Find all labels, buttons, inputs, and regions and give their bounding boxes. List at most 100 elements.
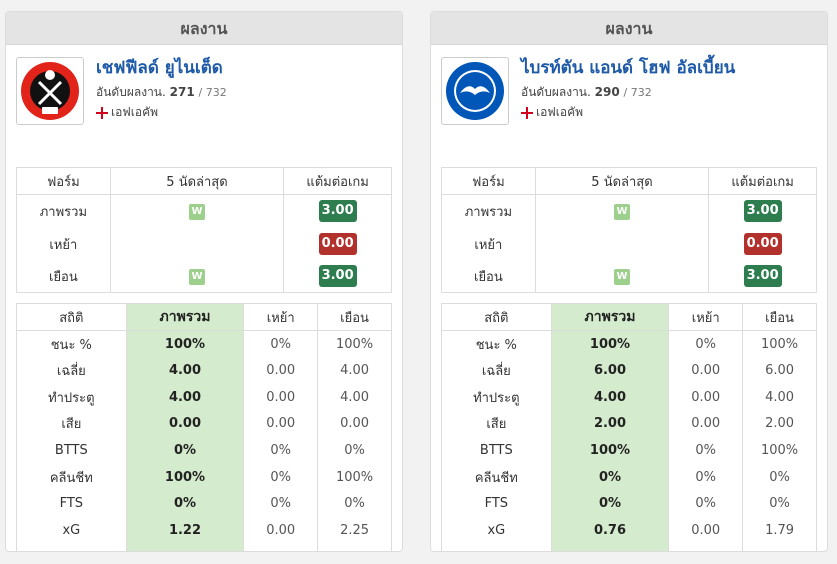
stat-away: 100% [760,336,799,352]
stat-away: 0.96 [318,544,392,551]
ppg-cell: 0.00 [709,228,817,261]
form-row-away: เยือน W 3.00 [441,260,817,293]
stat-away: 0% [344,496,365,512]
home-header: เหย้า [668,303,744,331]
form-table: ฟอร์ม 5 นัดล่าสุด แต้มต่อเกม ภาพรวม W 3.… [16,167,392,293]
stat-away: 6.00 [765,363,795,379]
stat-overall: 0% [126,437,245,464]
stat-away: 0% [769,469,790,485]
stat-away: 100% [335,336,374,352]
form-row-home: เหย้า 0.00 [16,227,392,261]
stats-row: คลีนชีท 0% 0% 0% [441,463,817,491]
league-name: เอฟเอคัพ [111,105,159,119]
stat-away: 100% [335,469,374,485]
stat-overall: 0.01 [551,544,670,551]
stats-row: ทำประตู 4.00 0.00 4.00 [441,383,817,411]
stats-row: xG 0.76 0.00 1.79 [441,517,817,544]
stat-overall: 0.00 [126,410,245,438]
rank-label: อันดับผลงาน. [96,85,166,99]
ppg-cell: 3.00 [709,195,817,228]
form-row-label: เหย้า [441,227,536,261]
stat-home: 0.00 [668,410,744,438]
ppg-badge: 3.00 [318,265,357,288]
stat-overall: 0.76 [551,517,670,544]
stat-home: 0.00 [668,383,744,411]
league-link[interactable]: เอฟเอคัพ [96,103,158,122]
form-row-label: ภาพรวม [441,194,536,228]
form-results: W [110,194,285,228]
stat-home: 0.00 [243,544,319,551]
england-flag-icon [521,106,533,119]
stat-home: 0% [243,490,319,518]
ppg-cell: 3.00 [709,261,817,293]
stat-label: ทำประตู [441,383,552,411]
ppg-header: แต้มต่อเกม [283,167,392,195]
stats-row: คลีนชีท 100% 0% 100% [16,463,392,491]
stat-away: 2.00 [765,416,795,432]
team-name-link[interactable]: ไบรท์ตัน แอนด์ โฮฟ อัลเบี้ยน [521,58,736,78]
stat-label: ชนะ % [441,330,552,358]
stat-overall: 0% [551,463,670,491]
team-name-link[interactable]: เชฟฟีลด์ ยูไนเต็ด [96,58,223,78]
form-results: W [535,260,710,293]
stat-label: เฉลี่ย [441,357,552,384]
overall-header: ภาพรวม [551,303,670,331]
stats-row: BTTS 100% 0% 100% [441,437,817,464]
card-header: ผลงาน [431,12,827,45]
stat-overall: 0.00 [126,544,245,551]
stat-home: 0% [243,463,319,491]
stat-label: BTTS [16,437,127,464]
stat-overall: 2.00 [551,410,670,438]
stat-label: คลีนชีท [16,463,127,491]
stat-away: 0% [344,443,365,459]
form-row-overall: ภาพรวม W 3.00 [16,194,392,228]
stats-row: xGA0.000.000.96 [16,544,392,551]
win-badge[interactable]: W [614,268,630,285]
card-header: ผลงาน [6,12,402,45]
ppg-header: แต้มต่อเกม [708,167,817,195]
stat-label: xG [441,517,552,544]
stat-home: 0% [668,463,744,491]
last-5-header: 5 นัดล่าสุด [110,167,285,195]
ppg-badge: 3.00 [743,265,782,288]
win-badge[interactable]: W [614,203,630,220]
stat-overall: 0% [551,490,670,518]
rank-value: 271 [169,85,195,99]
stat-away: 1.01 [743,544,817,551]
stat-overall: 4.00 [126,357,245,384]
stat-away: 100% [760,443,799,459]
ppg-cell: 3.00 [284,261,392,293]
league-link[interactable]: เอฟเอคัพ [521,103,583,122]
league-name: เอฟเอคัพ [536,105,584,119]
stat-away: 4.00 [765,389,795,405]
form-results [535,227,710,261]
stat-label: เสีย [16,410,127,438]
ppg-cell: 0.00 [284,228,392,261]
stats-row: xGA0.010.001.01 [441,544,817,551]
stat-label: คลีนชีท [441,463,552,491]
stats-row: FTS 0% 0% 0% [441,490,817,518]
brighton-crest-icon[interactable] [441,57,509,125]
stats-row: เฉลี่ย 4.00 0.00 4.00 [16,357,392,384]
stat-home: 0.00 [668,357,744,384]
performance-rank: อันดับผลงาน. 271 / 732 [96,83,227,102]
win-badge[interactable]: W [189,268,205,285]
stat-overall: 100% [551,437,670,464]
rank-total: / 732 [623,86,652,99]
stat-label: xGA [441,544,552,551]
win-badge[interactable]: W [189,203,205,220]
stat-home: 0.00 [243,517,319,544]
stats-table: สถิติ ภาพรวม เหย้า เยือน ชนะ % 100% 0% 100%… [441,303,817,551]
stat-label: xG [16,517,127,544]
form-results [110,227,285,261]
performance-rank: อันดับผลงาน. 290 / 732 [521,83,652,102]
stat-overall: 1.22 [126,517,245,544]
stats-row: เสีย 2.00 0.00 2.00 [441,410,817,438]
stat-home: 0.00 [243,357,319,384]
overall-header: ภาพรวม [126,303,245,331]
rank-total: / 732 [198,86,227,99]
ppg-badge: 0.00 [318,233,357,255]
ppg-badge: 0.00 [743,233,782,255]
sheffield-united-crest-icon[interactable] [16,57,84,125]
stat-overall: 100% [126,330,245,358]
